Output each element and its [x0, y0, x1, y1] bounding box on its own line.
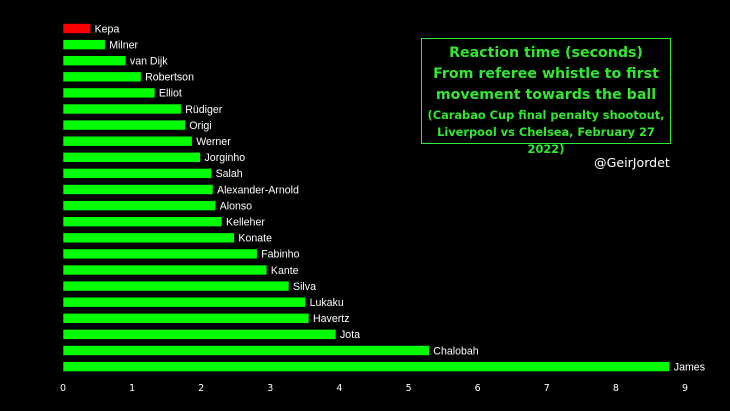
- bar: [62, 329, 337, 340]
- bar: [62, 39, 106, 50]
- bar: [62, 361, 671, 372]
- bar: [62, 119, 186, 131]
- x-tick-label: 6: [475, 383, 481, 394]
- bar: [62, 152, 201, 163]
- bar: [62, 280, 290, 292]
- bar-label: Kante: [271, 265, 299, 277]
- bar-label: Chalobah: [433, 345, 478, 357]
- x-tick-label: 9: [682, 383, 688, 394]
- bar-label: Werner: [196, 136, 231, 148]
- bar: [62, 296, 306, 308]
- bar-label: Alonso: [220, 200, 252, 212]
- bar: [62, 87, 156, 99]
- x-tick-label: 7: [544, 383, 550, 394]
- bar: [62, 23, 91, 34]
- bar-label: Lukaku: [310, 297, 344, 309]
- bar-label: Rüdiger: [185, 104, 223, 116]
- x-tick-label: 0: [60, 383, 66, 394]
- chart-subtitle-line: Liverpool vs Chelsea, February 27 2022): [437, 125, 655, 156]
- bar: [62, 135, 193, 147]
- x-tick-label: 2: [198, 383, 204, 394]
- bar: [62, 168, 212, 179]
- bar: [62, 216, 223, 227]
- x-tick-label: 3: [267, 383, 273, 394]
- bar-label: Havertz: [313, 313, 350, 325]
- bar-label: Salah: [216, 168, 243, 180]
- bar: [62, 184, 214, 195]
- x-tick-label: 1: [129, 383, 135, 394]
- x-tick-label: 4: [336, 383, 342, 394]
- bar-label: Milner: [109, 39, 138, 51]
- bar-label: James: [674, 361, 705, 373]
- bar-label: Origi: [189, 120, 211, 132]
- bar-label: Kelleher: [226, 217, 265, 229]
- bar-label: Elliot: [159, 88, 182, 100]
- x-tick-label: 8: [613, 383, 619, 394]
- bar-label: Konate: [238, 233, 272, 245]
- bar: [62, 312, 310, 324]
- bar-label: Kepa: [95, 23, 120, 35]
- chart-title-line: From referee whistle to first: [433, 66, 659, 82]
- bar: [62, 232, 235, 244]
- bar-label: Robertson: [145, 72, 194, 84]
- chart-title-line: Reaction time (seconds): [449, 45, 643, 61]
- bar-label: Fabinho: [261, 249, 299, 261]
- bar-label: Jota: [340, 329, 360, 341]
- chart-title-line: movement towards the ball: [435, 87, 657, 103]
- bar: [62, 248, 258, 260]
- bar: [62, 55, 127, 67]
- bar: [62, 71, 142, 83]
- x-tick-label: 5: [406, 383, 412, 394]
- bar: [62, 103, 182, 115]
- bar: [62, 345, 430, 356]
- bar-label: Jorginho: [205, 152, 246, 164]
- bar-label: Alexander-Arnold: [217, 184, 299, 196]
- bar-label: Silva: [293, 281, 316, 293]
- author-credit: @GeirJordet: [594, 155, 670, 170]
- chart-subtitle-line: (Carabao Cup final penalty shootout,: [427, 108, 665, 122]
- bar: [62, 264, 268, 276]
- chart-title-box: Reaction time (seconds) From referee whi…: [421, 38, 671, 156]
- bar-label: van Dijk: [130, 56, 168, 68]
- bar: [62, 200, 216, 211]
